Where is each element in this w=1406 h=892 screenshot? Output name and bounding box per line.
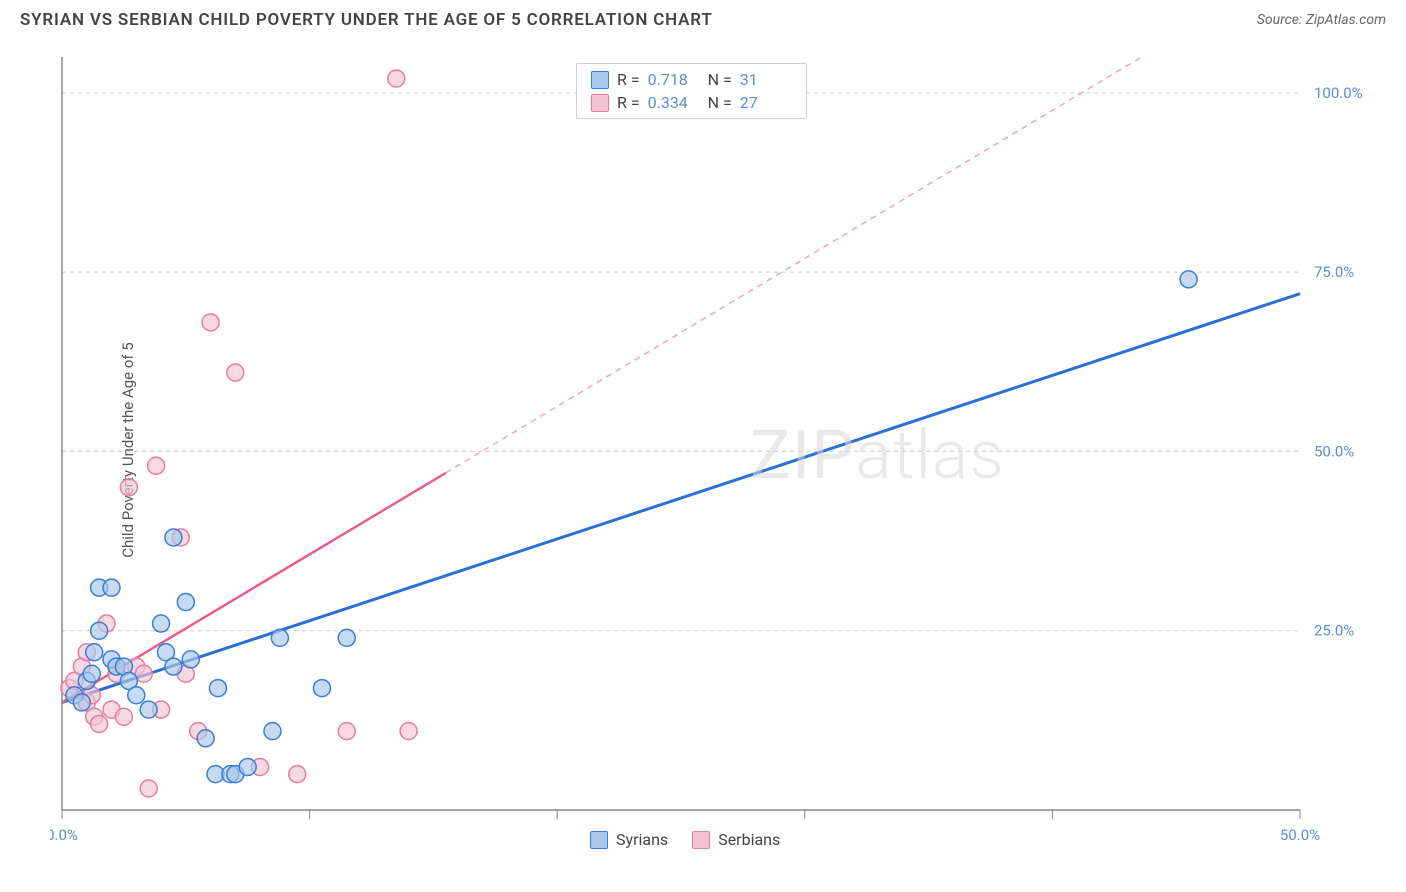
svg-text:0.0%: 0.0% xyxy=(50,826,78,844)
swatch-blue-icon xyxy=(591,71,609,89)
source-prefix: Source: xyxy=(1257,12,1306,28)
stat-r-label: R = xyxy=(617,93,640,112)
swatch-pink-icon xyxy=(591,94,609,112)
svg-text:50.0%: 50.0% xyxy=(1280,826,1320,844)
stat-r-label: R = xyxy=(617,70,640,89)
correlation-stats-box: R = 0.718 N = 31 R = 0.334 N = 27 xyxy=(576,63,807,119)
stat-n-value-syrians: 31 xyxy=(740,70,792,89)
swatch-blue-icon xyxy=(590,831,608,849)
swatch-pink-icon xyxy=(692,831,710,849)
svg-text:100.0%: 100.0% xyxy=(1314,84,1363,102)
stat-row-serbians: R = 0.334 N = 27 xyxy=(591,91,792,114)
stat-r-value-syrians: 0.718 xyxy=(648,70,700,89)
source-name: ZipAtlas.com xyxy=(1306,12,1386,28)
stat-n-label: N = xyxy=(708,70,732,89)
stat-n-label: N = xyxy=(708,93,732,112)
stat-row-syrians: R = 0.718 N = 31 xyxy=(591,68,792,91)
chart-container: Child Poverty Under the Age of 5 0.0%50.… xyxy=(50,45,1390,855)
legend-item-syrians: Syrians xyxy=(590,830,668,849)
svg-text:75.0%: 75.0% xyxy=(1314,263,1354,281)
svg-text:50.0%: 50.0% xyxy=(1314,442,1354,460)
source-attribution: Source: ZipAtlas.com xyxy=(1257,12,1386,28)
legend-label: Serbians xyxy=(718,830,780,849)
svg-text:25.0%: 25.0% xyxy=(1314,622,1354,640)
chart-title: SYRIAN VS SERBIAN CHILD POVERTY UNDER TH… xyxy=(20,10,713,30)
legend: Syrians Serbians xyxy=(590,830,780,849)
legend-label: Syrians xyxy=(616,830,668,849)
stat-n-value-serbians: 27 xyxy=(740,93,792,112)
scatter-plot: 0.0% 50.0% 25.0% 50.0% 75.0% 100.0% xyxy=(50,45,1390,855)
stat-r-value-serbians: 0.334 xyxy=(648,93,700,112)
chart-header: SYRIAN VS SERBIAN CHILD POVERTY UNDER TH… xyxy=(0,0,1406,38)
legend-item-serbians: Serbians xyxy=(692,830,780,849)
